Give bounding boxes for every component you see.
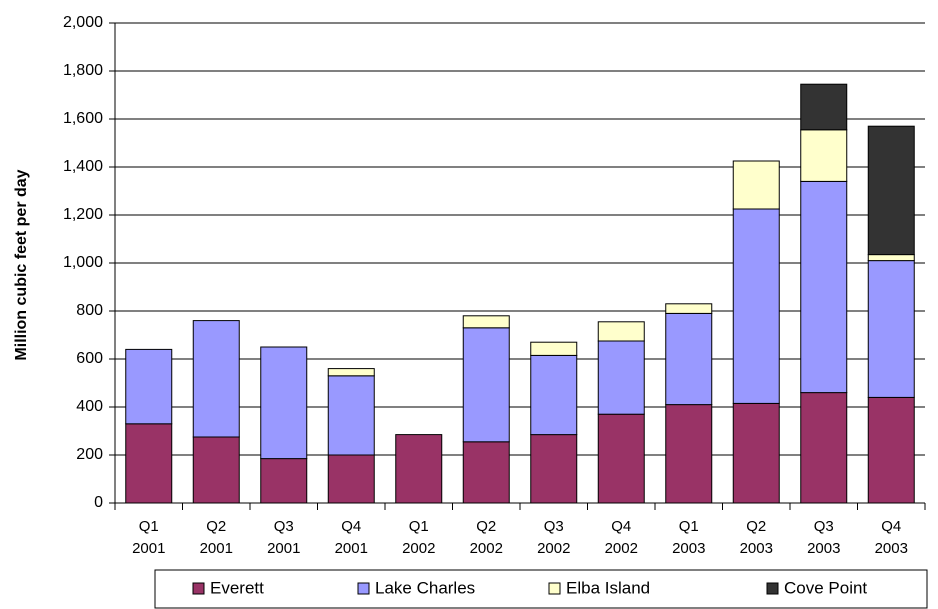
bar-segment-elba-island — [327, 368, 375, 377]
bar-segment-lake-charles — [665, 312, 713, 406]
x-tick-label: Q2 2001 — [200, 518, 233, 557]
bar-segment-elba-island — [800, 129, 848, 182]
bar-segment-everett — [327, 454, 375, 504]
bar-segment-everett — [260, 458, 308, 504]
y-tick-label: 2,000 — [63, 14, 103, 31]
bar-segment-everett — [867, 396, 915, 504]
bar-segment-everett — [597, 413, 645, 504]
bar-segment-everett — [395, 434, 443, 504]
y-tick-label: 400 — [76, 398, 103, 415]
y-tick-label: 0 — [94, 494, 103, 511]
bar-segment-everett — [530, 434, 578, 504]
axes — [114, 23, 926, 510]
bar-segment-cove-point — [800, 83, 848, 131]
legend-label: Cove Point — [784, 578, 867, 597]
y-tick-label: 1,200 — [63, 206, 103, 223]
bars — [125, 83, 915, 504]
legend-label: Everett — [210, 578, 264, 597]
bar-segment-lake-charles — [867, 260, 915, 398]
bar-segment-elba-island — [530, 341, 578, 356]
y-tick-label: 600 — [76, 350, 103, 367]
bar-segment-everett — [462, 441, 510, 504]
x-tick-label: Q1 2003 — [672, 518, 705, 557]
gridlines — [109, 22, 925, 504]
bar-segment-lake-charles — [530, 354, 578, 436]
x-tick-label: Q1 2001 — [132, 518, 165, 557]
bar-segment-lake-charles — [800, 180, 848, 394]
legend-swatch — [766, 582, 779, 595]
y-tick-label: 800 — [76, 302, 103, 319]
bar-segment-cove-point — [867, 125, 915, 256]
x-tick-label: Q4 2002 — [605, 518, 638, 557]
legend-label: Elba Island — [566, 578, 650, 597]
y-tick-label: 1,400 — [63, 158, 103, 175]
x-tick-label: Q4 2003 — [875, 518, 908, 557]
bar-segment-elba-island — [867, 254, 915, 262]
y-tick-label: 1,800 — [63, 62, 103, 79]
bar-segment-elba-island — [732, 160, 780, 210]
y-tick-label: 200 — [76, 446, 103, 463]
bar-segment-lake-charles — [192, 320, 240, 438]
bar-segment-everett — [192, 436, 240, 504]
legend-swatch — [548, 582, 561, 595]
bar-segment-lake-charles — [125, 348, 173, 425]
legend-label: Lake Charles — [375, 578, 475, 597]
bar-segment-lake-charles — [732, 208, 780, 404]
bar-segment-lake-charles — [260, 346, 308, 460]
x-tick-label: Q4 2001 — [335, 518, 368, 557]
bar-segment-lake-charles — [327, 375, 375, 456]
legend-swatch — [357, 582, 370, 595]
y-axis-label: Million cubic feet per day — [13, 169, 30, 360]
x-tick-labels: Q1 2001 Q2 2001 Q3 2001 Q4 2001 Q1 2002 Q2 2002 Q3 20… — [132, 518, 908, 557]
bar-segment-elba-island — [665, 303, 713, 314]
x-tick-label: Q1 2002 — [402, 518, 435, 557]
bar-segment-everett — [800, 392, 848, 504]
y-tick-label: 1,000 — [63, 254, 103, 271]
bar-segment-everett — [125, 423, 173, 504]
x-tick-label: Q2 2002 — [470, 518, 503, 557]
y-tick-label: 1,600 — [63, 110, 103, 127]
y-tick-labels: 0 200 400 600 800 1,000 1,200 1,400 1,600 1,800 2,… — [63, 14, 103, 511]
x-tick-label: Q2 2003 — [740, 518, 773, 557]
bar-segment-lake-charles — [597, 340, 645, 415]
legend-swatch — [192, 582, 205, 595]
legend: Everett Lake Charles Elba Island Cove Point — [154, 569, 928, 609]
x-tick-label: Q3 2002 — [537, 518, 570, 557]
x-tick-label: Q3 2001 — [267, 518, 300, 557]
bar-segment-everett — [665, 404, 713, 504]
bar-segment-everett — [732, 402, 780, 504]
bar-segment-lake-charles — [462, 327, 510, 443]
legend-box — [154, 569, 928, 609]
bar-segment-elba-island — [597, 321, 645, 342]
x-tick-label: Q3 2003 — [807, 518, 840, 557]
bar-segment-elba-island — [462, 315, 510, 329]
